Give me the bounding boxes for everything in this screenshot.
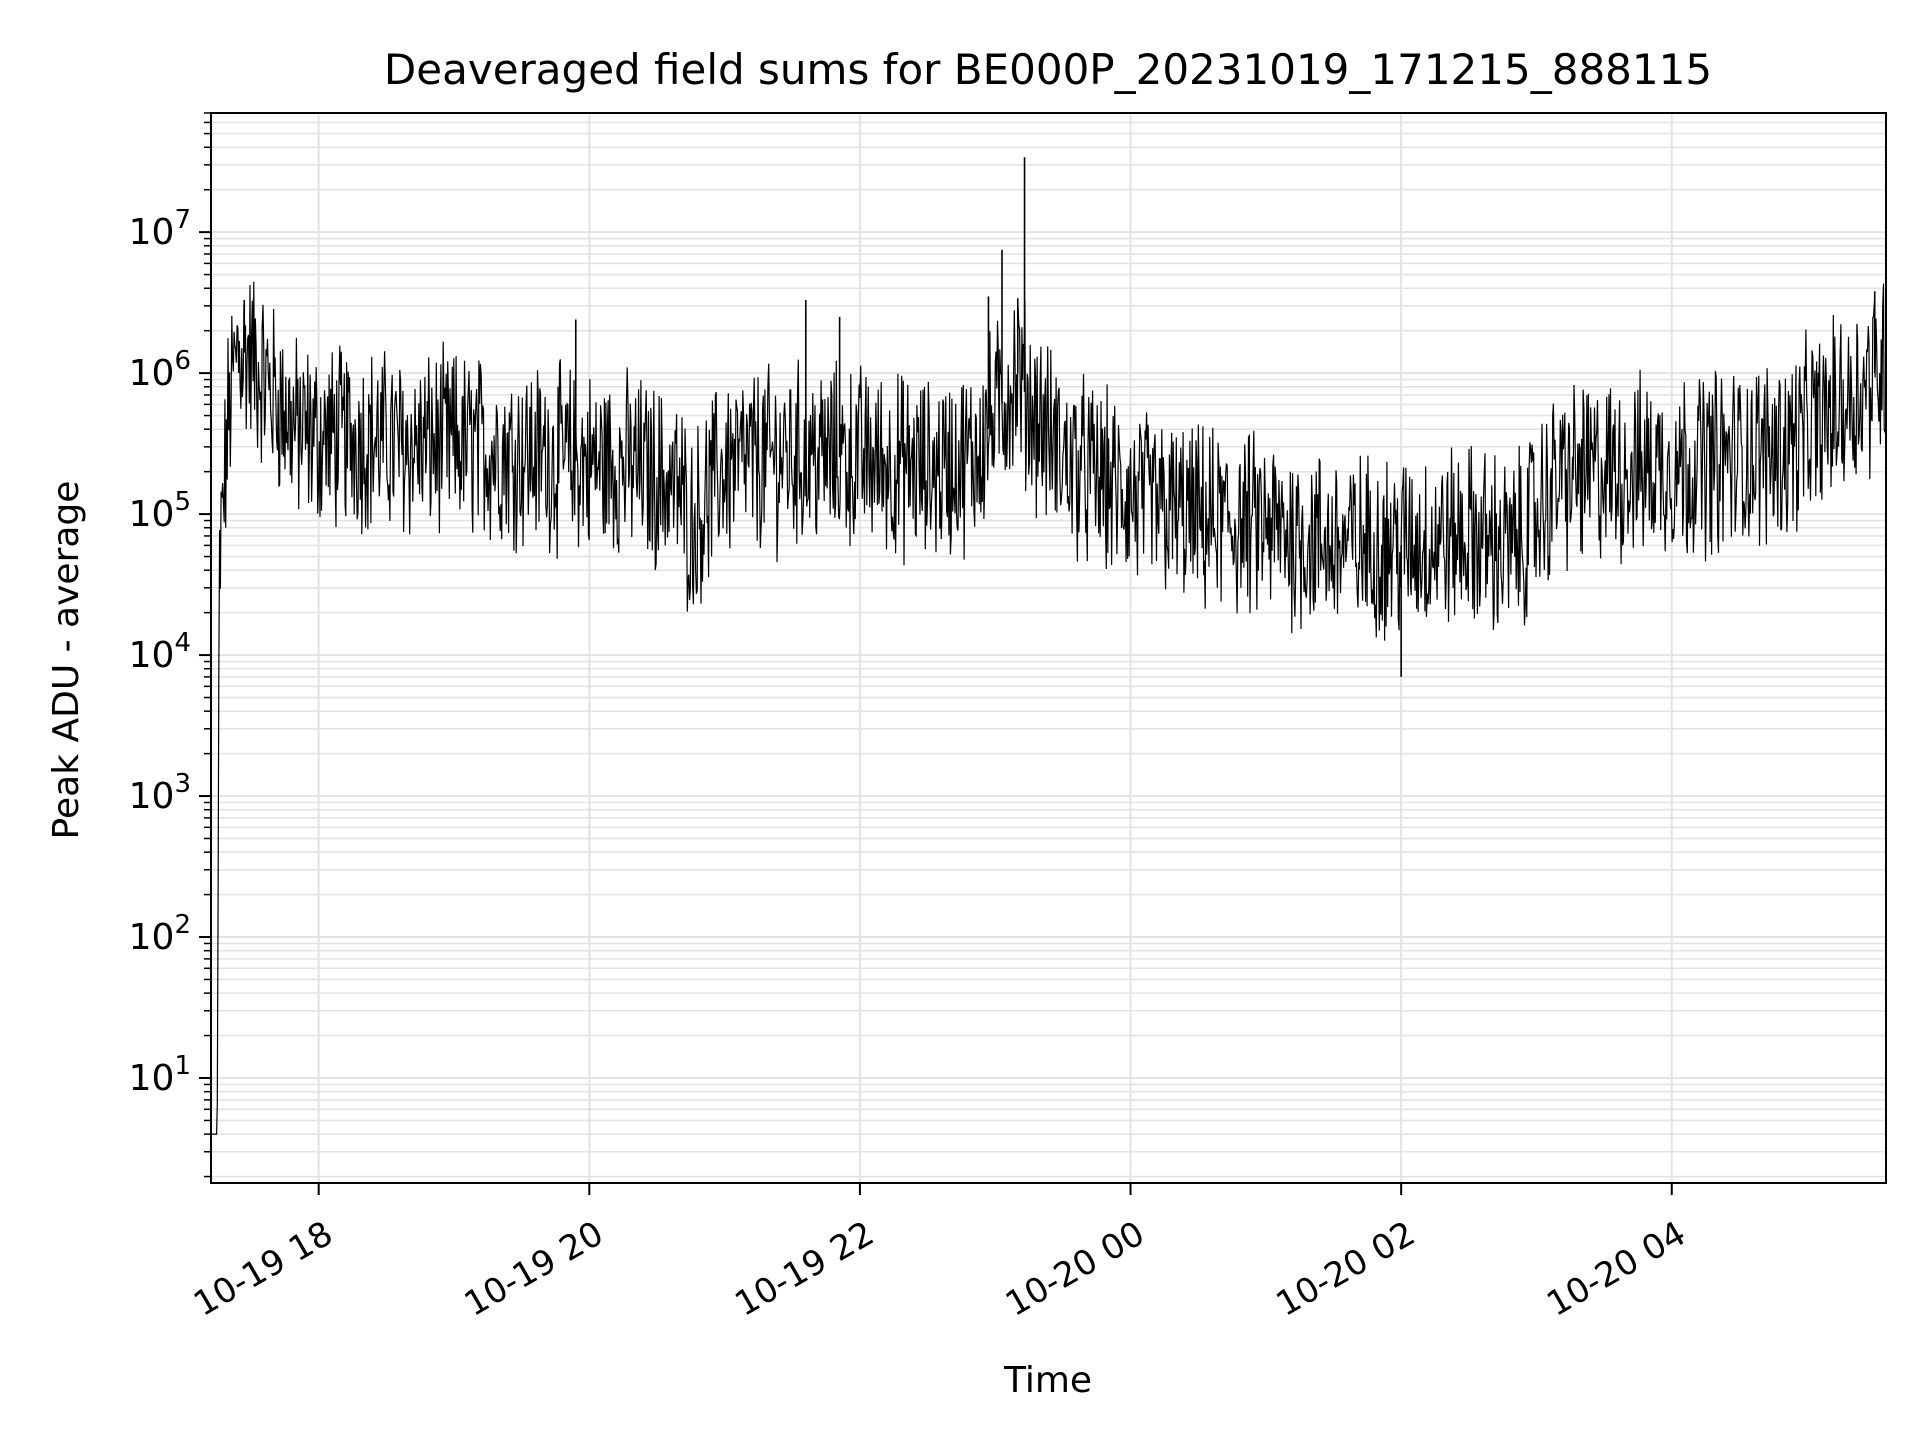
plot-area <box>212 157 1886 1135</box>
x-tick-label: 10-20 02 <box>1270 1214 1422 1325</box>
y-tick-label: 101 <box>129 1051 191 1099</box>
y-tick-label: 103 <box>129 769 191 817</box>
x-tick-label: 10-19 20 <box>458 1214 610 1325</box>
chart-title: Deaveraged field sums for BE000P_2023101… <box>384 45 1712 94</box>
y-tick-label: 102 <box>129 910 191 958</box>
x-axis-ticks: 10-19 18 10-19 20 10-19 22 10-20 00 10-20 02… <box>187 1183 1693 1325</box>
y-axis-ticks: 101 102 103 104 105 106 107 <box>129 112 211 1178</box>
y-tick-label: 107 <box>129 205 191 253</box>
x-tick-label: 10-20 00 <box>999 1214 1151 1325</box>
grid-lines <box>211 112 1886 1183</box>
data-series-line <box>212 281 1886 1135</box>
x-tick-label: 10-19 22 <box>728 1214 880 1325</box>
x-axis-label: Time <box>1003 1360 1092 1401</box>
axes-frame <box>210 112 1887 1184</box>
y-tick-label: 106 <box>129 346 191 394</box>
x-tick-label: 10-19 18 <box>187 1214 339 1325</box>
y-tick-label: 104 <box>129 628 191 676</box>
x-tick-label: 10-20 04 <box>1540 1214 1692 1325</box>
y-axis-label: Peak ADU - average <box>46 481 87 840</box>
y-tick-label: 105 <box>129 487 191 535</box>
